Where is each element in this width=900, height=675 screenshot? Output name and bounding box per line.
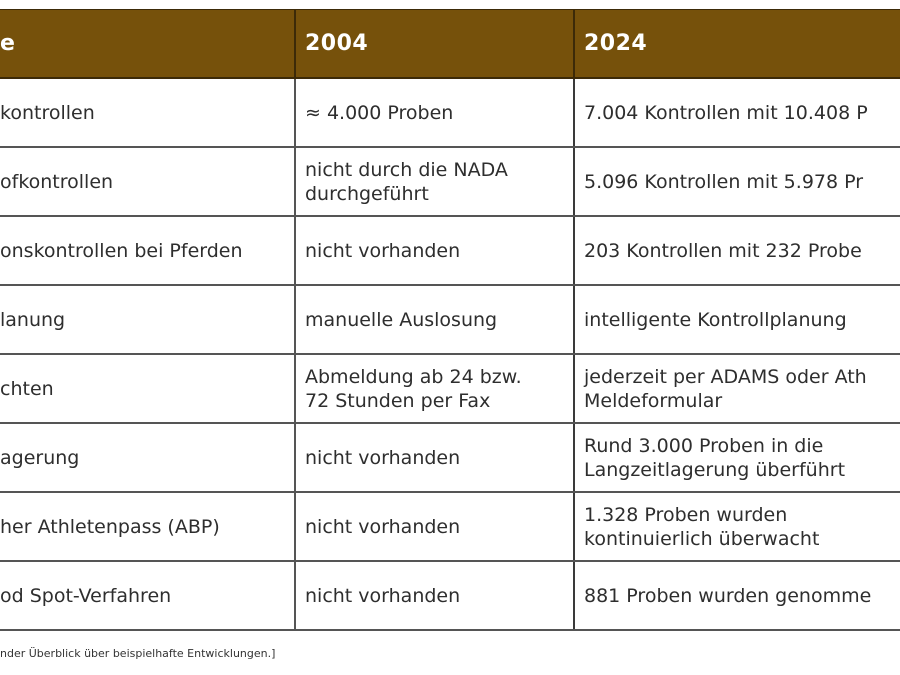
- value-2004: nicht vorhanden: [305, 584, 461, 607]
- value-2024-cell: 203 Kontrollen mit 232 Probe: [573, 217, 900, 284]
- value-2004-cell: nicht vorhanden: [294, 493, 573, 560]
- value-2024-cell: 5.096 Kontrollen mit 5.978 Pr: [573, 148, 900, 215]
- table-row: onskontrollen bei Pferden nicht vorhande…: [0, 217, 900, 286]
- row-label-cell: ofkontrollen: [0, 148, 294, 215]
- value-2004-cell: nicht vorhanden: [294, 562, 573, 629]
- value-2004: nicht vorhanden: [305, 239, 461, 262]
- value-2004-cell: manuelle Auslosung: [294, 286, 573, 353]
- row-label: ofkontrollen: [0, 170, 114, 193]
- row-label: onskontrollen bei Pferden: [0, 239, 243, 262]
- row-label: agerung: [0, 446, 80, 469]
- table-row: agerung nicht vorhanden Rund 3.000 Probe…: [0, 424, 900, 493]
- value-2004-cell: nicht vorhanden: [294, 424, 573, 491]
- row-label-cell: her Athletenpass (ABP): [0, 493, 294, 560]
- value-2004: nicht durch die NADA durchgeführt: [305, 158, 508, 205]
- row-label-cell: chten: [0, 355, 294, 422]
- value-2024: 5.096 Kontrollen mit 5.978 Pr: [584, 170, 864, 193]
- value-2024-cell: intelligente Kontrollplanung: [573, 286, 900, 353]
- row-label: kontrollen: [0, 101, 95, 124]
- value-2004-cell: nicht durch die NADA durchgeführt: [294, 148, 573, 215]
- value-2024: jederzeit per ADAMS oder Ath Meldeformul…: [584, 365, 867, 412]
- value-2004: ≈ 4.000 Proben: [305, 101, 454, 124]
- value-2024: Rund 3.000 Proben in die Langzeitlagerun…: [584, 434, 846, 481]
- value-2024-cell: 7.004 Kontrollen mit 10.408 P: [573, 79, 900, 146]
- value-2024: 1.328 Proben wurden kontinuierlich überw…: [584, 503, 820, 550]
- comparison-table: e 2004 2024 kontrollen ≈ 4.000 Proben 7.…: [0, 10, 900, 631]
- row-label-cell: onskontrollen bei Pferden: [0, 217, 294, 284]
- row-label: od Spot-Verfahren: [0, 584, 172, 607]
- header-label-measure: e: [0, 30, 16, 56]
- value-2004-cell: ≈ 4.000 Proben: [294, 79, 573, 146]
- value-2004: nicht vorhanden: [305, 515, 461, 538]
- table-header-row: e 2004 2024: [0, 10, 900, 79]
- table-row: od Spot-Verfahren nicht vorhanden 881 Pr…: [0, 562, 900, 631]
- row-label-cell: agerung: [0, 424, 294, 491]
- row-label: lanung: [0, 308, 66, 331]
- value-2004: Abmeldung ab 24 bzw. 72 Stunden per Fax: [305, 365, 522, 412]
- table-footnote: nder Überblick über beispielhafte Entwic…: [0, 647, 276, 660]
- value-2004-cell: nicht vorhanden: [294, 217, 573, 284]
- table-row: ofkontrollen nicht durch die NADA durchg…: [0, 148, 900, 217]
- row-label-cell: kontrollen: [0, 79, 294, 146]
- header-label-2024: 2024: [584, 30, 648, 56]
- table-row: chten Abmeldung ab 24 bzw. 72 Stunden pe…: [0, 355, 900, 424]
- header-label-2004: 2004: [305, 30, 369, 56]
- value-2004: nicht vorhanden: [305, 446, 461, 469]
- row-label: her Athletenpass (ABP): [0, 515, 220, 538]
- header-cell-measure: e: [0, 10, 294, 77]
- header-cell-2024: 2024: [573, 10, 900, 77]
- value-2024-cell: 881 Proben wurden genomme: [573, 562, 900, 629]
- value-2004: manuelle Auslosung: [305, 308, 498, 331]
- header-cell-2004: 2004: [294, 10, 573, 77]
- value-2024-cell: Rund 3.000 Proben in die Langzeitlagerun…: [573, 424, 900, 491]
- value-2024: 7.004 Kontrollen mit 10.408 P: [584, 101, 868, 124]
- value-2004-cell: Abmeldung ab 24 bzw. 72 Stunden per Fax: [294, 355, 573, 422]
- value-2024: 881 Proben wurden genomme: [584, 584, 872, 607]
- table-row: kontrollen ≈ 4.000 Proben 7.004 Kontroll…: [0, 79, 900, 148]
- value-2024: 203 Kontrollen mit 232 Probe: [584, 239, 862, 262]
- table-top-border: [0, 9, 900, 10]
- value-2024: intelligente Kontrollplanung: [584, 308, 847, 331]
- value-2024-cell: 1.328 Proben wurden kontinuierlich überw…: [573, 493, 900, 560]
- row-label-cell: od Spot-Verfahren: [0, 562, 294, 629]
- row-label: chten: [0, 377, 54, 400]
- table-row: her Athletenpass (ABP) nicht vorhanden 1…: [0, 493, 900, 562]
- row-label-cell: lanung: [0, 286, 294, 353]
- value-2024-cell: jederzeit per ADAMS oder Ath Meldeformul…: [573, 355, 900, 422]
- table-row: lanung manuelle Auslosung intelligente K…: [0, 286, 900, 355]
